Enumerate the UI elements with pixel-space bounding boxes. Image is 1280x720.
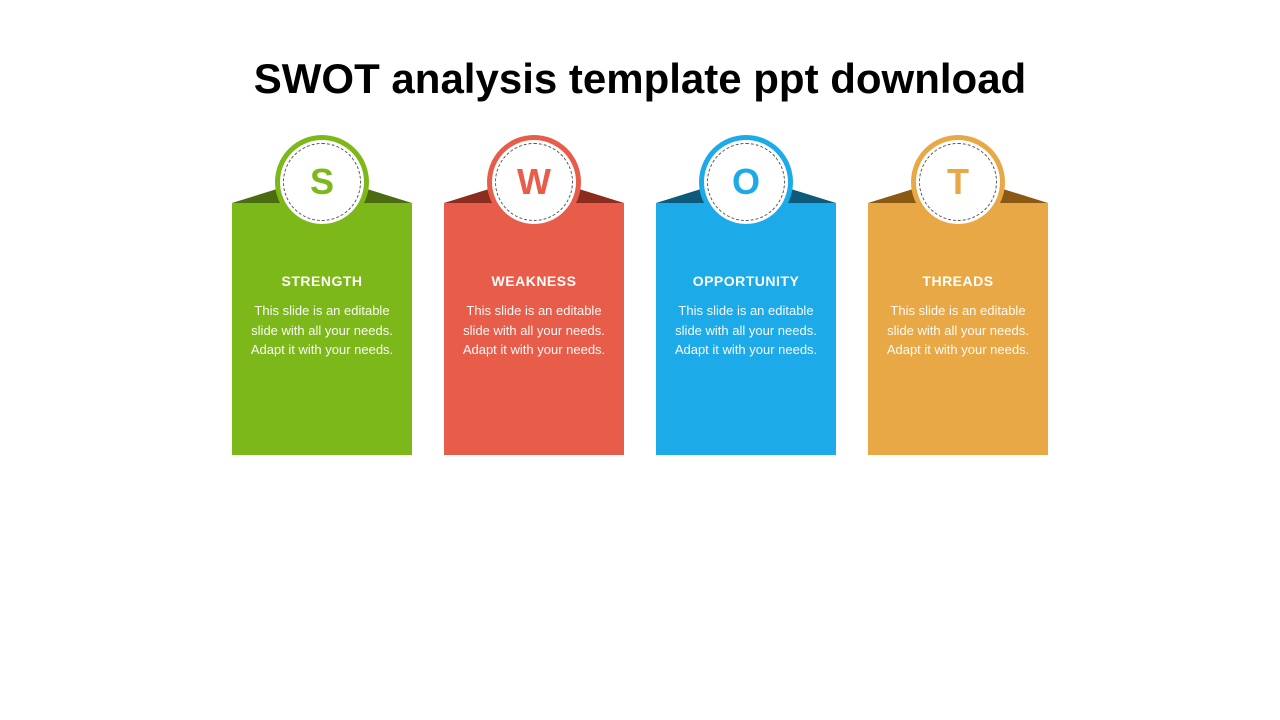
circle-inner: T — [919, 143, 997, 221]
card-heading: WEAKNESS — [462, 273, 606, 289]
card-description: This slide is an editable slide with all… — [250, 301, 394, 360]
swot-card-threads: T THREADS This slide is an editable slid… — [868, 203, 1048, 455]
swot-card-strength: S STRENGTH This slide is an editable sli… — [232, 203, 412, 455]
page-title: SWOT analysis template ppt download — [0, 0, 1280, 103]
card-description: This slide is an editable slide with all… — [886, 301, 1030, 360]
circle-badge: O — [699, 135, 793, 229]
card-body: OPPORTUNITY This slide is an editable sl… — [656, 203, 836, 455]
card-body: THREADS This slide is an editable slide … — [868, 203, 1048, 455]
circle-badge: T — [911, 135, 1005, 229]
circle-badge: W — [487, 135, 581, 229]
card-description: This slide is an editable slide with all… — [674, 301, 818, 360]
circle-inner: S — [283, 143, 361, 221]
circle-letter: O — [732, 161, 760, 203]
card-heading: STRENGTH — [250, 273, 394, 289]
circle-inner: W — [495, 143, 573, 221]
circle-badge: S — [275, 135, 369, 229]
circle-letter: T — [947, 161, 969, 203]
card-body: STRENGTH This slide is an editable slide… — [232, 203, 412, 455]
card-description: This slide is an editable slide with all… — [462, 301, 606, 360]
card-body: WEAKNESS This slide is an editable slide… — [444, 203, 624, 455]
circle-inner: O — [707, 143, 785, 221]
swot-cards-container: S STRENGTH This slide is an editable sli… — [0, 203, 1280, 455]
circle-letter: S — [310, 161, 334, 203]
card-heading: OPPORTUNITY — [674, 273, 818, 289]
circle-letter: W — [517, 161, 551, 203]
swot-card-opportunity: O OPPORTUNITY This slide is an editable … — [656, 203, 836, 455]
swot-card-weakness: W WEAKNESS This slide is an editable sli… — [444, 203, 624, 455]
card-heading: THREADS — [886, 273, 1030, 289]
